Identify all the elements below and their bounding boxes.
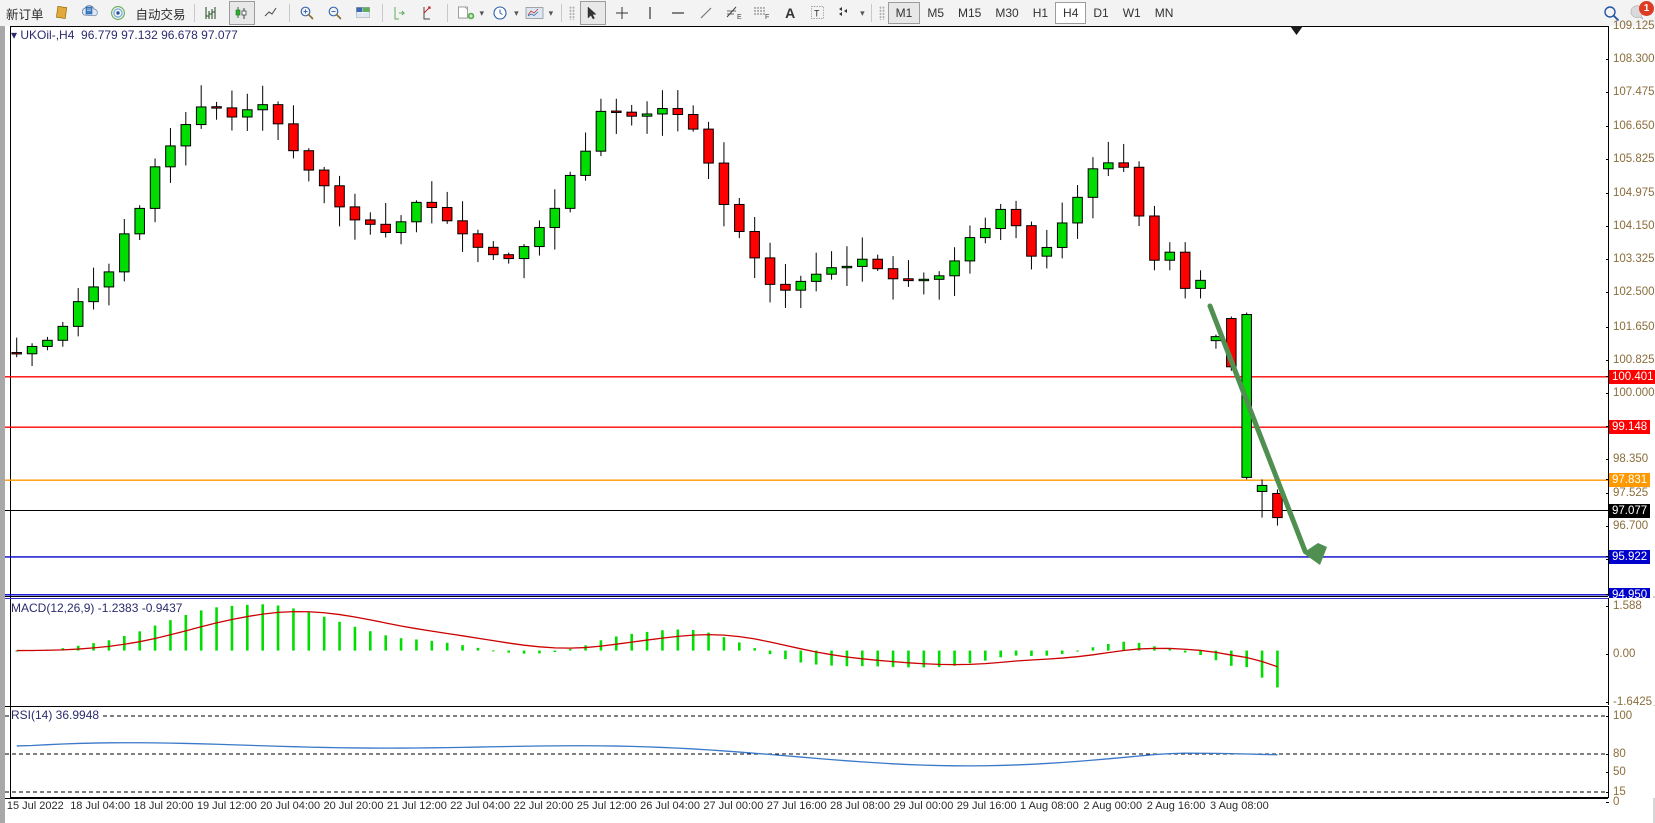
svg-text:F: F	[765, 14, 769, 21]
svg-text:T: T	[814, 9, 820, 19]
svg-text:E: E	[737, 14, 742, 21]
